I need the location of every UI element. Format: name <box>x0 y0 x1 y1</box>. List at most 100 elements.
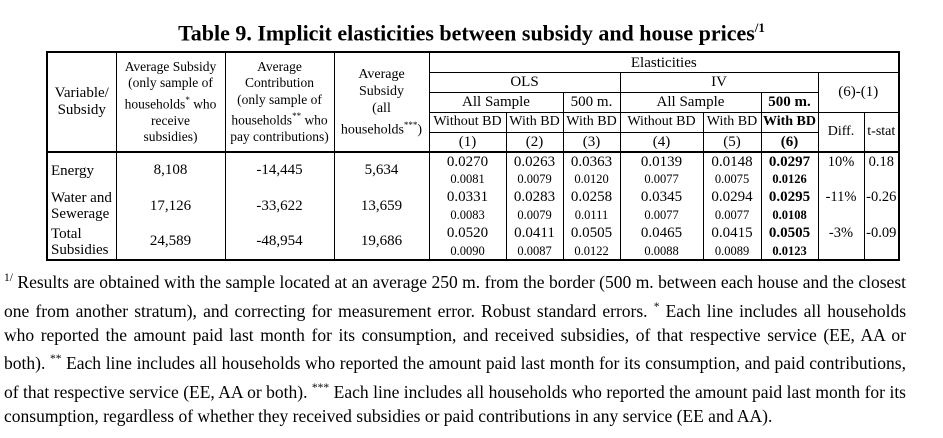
coef-cell: 0.0295 <box>760 188 819 208</box>
table-row-energy-se: 0.0081 0.0079 0.0120 0.0077 0.0075 0.012… <box>47 171 899 189</box>
coef-cell: 0.0270 <box>428 152 507 172</box>
table-title: Table 9. Implicit elasticities between s… <box>20 15 923 46</box>
avg-subsidy-all-cell: 19,686 <box>333 224 430 261</box>
header-all-sample-iv: All Sample <box>619 91 762 113</box>
table-title-footnote-ref: /1 <box>754 20 765 35</box>
avg-subsidy-cell: 8,108 <box>115 152 226 189</box>
avg-subsidy-all-cell: 5,634 <box>333 152 430 189</box>
footnote-marker-double-star: ** <box>49 353 62 366</box>
se-cell: 0.0079 <box>505 207 564 225</box>
header-line: households <box>340 122 404 138</box>
coef-cell: 0.0297 <box>760 152 819 172</box>
header-500m-iv: 500 m. <box>760 91 819 113</box>
se-cell: 0.0075 <box>702 171 762 189</box>
se-cell: 0.0122 <box>562 243 621 261</box>
header-row-1: Variable/Subsidy Average Subsidy (only sa… <box>46 51 900 153</box>
avg-contribution-cell: -48,954 <box>224 224 335 261</box>
coef-cell: 0.0148 <box>702 152 762 172</box>
header-row-2: OLS IV (6)-(1) <box>47 71 900 113</box>
avg-subsidy-all-cell: 13,659 <box>333 188 430 225</box>
tstat-cell: -0.26 <box>863 188 900 225</box>
se-cell: 0.0077 <box>619 171 704 189</box>
avg-subsidy-cell: 24,589 <box>115 224 226 261</box>
header-col-num-1: (1) <box>428 131 507 153</box>
se-cell: 0.0090 <box>428 243 507 261</box>
se-cell: 0.0120 <box>562 171 621 189</box>
footnote-marker-triple-star: *** <box>311 381 330 394</box>
footnote-marker-star: * <box>653 300 660 313</box>
header-row-4: Without BD With BD With BD Without BD Wi… <box>47 111 900 153</box>
se-cell: 0.0077 <box>702 207 762 225</box>
tstat-cell: 0.18 <box>863 152 900 189</box>
header-avg-subsidy-receive: Average Subsidy (only sample of households… <box>115 51 226 153</box>
diff-cell: -11% <box>817 188 865 225</box>
table-row-energy: Energy 8,108 -14,445 5,634 0.0270 0.0263… <box>46 152 900 189</box>
table-row-water-sewerage: Water and Sewerage 17,126 -33,622 13,659… <box>46 188 900 225</box>
coef-cell: 0.0505 <box>562 224 621 244</box>
coef-cell: 0.0505 <box>760 224 819 244</box>
coef-cell: 0.0283 <box>505 188 564 208</box>
diff-cell: -3% <box>817 224 865 261</box>
header-row-5: (1) (2) (3) (4) (5) (6) <box>47 131 899 153</box>
header-without-bd-1: Without BD <box>428 111 507 133</box>
header-line: (all <box>372 101 391 116</box>
se-cell: 0.0081 <box>428 171 507 189</box>
header-line: Average <box>257 58 302 74</box>
se-cell: 0.0077 <box>619 207 704 225</box>
header-line: Average Subsidy <box>124 58 217 74</box>
asterisk-superscript: ** <box>292 111 302 122</box>
footnote-text-3: Each line includes all households who re… <box>4 353 906 402</box>
header-line: Contribution <box>244 75 314 91</box>
coef-cell: 0.0258 <box>562 188 621 208</box>
header-diff-6-1: (6)-(1) <box>817 71 900 113</box>
asterisk-superscript: *** <box>403 120 418 130</box>
header-line: (only sample of <box>237 91 322 107</box>
header-all-sample-ols: All Sample <box>428 91 564 113</box>
avg-subsidy-cell: 17,126 <box>115 188 226 225</box>
se-cell: 0.0088 <box>619 243 704 261</box>
se-cell: 0.0111 <box>562 207 621 225</box>
se-cell: 0.0089 <box>702 243 762 261</box>
header-line: who <box>301 112 328 128</box>
coef-cell: 0.0411 <box>505 224 564 244</box>
header-without-bd-4: Without BD <box>619 111 704 133</box>
header-variable-subsidy: Variable/Subsidy <box>46 51 117 153</box>
header-row-3: All Sample 500 m. All Sample 500 m. <box>47 91 899 113</box>
coef-cell: 0.0520 <box>428 224 507 244</box>
header-line: households <box>124 96 186 112</box>
header-line: subsidies) <box>143 129 198 145</box>
header-iv: IV <box>619 71 819 93</box>
header-line: who <box>189 96 217 112</box>
coef-cell: 0.0331 <box>428 188 507 208</box>
row-label-total-subsidies: Total Subsidies <box>46 224 117 261</box>
header-col-num-5: (5) <box>702 131 762 153</box>
footnote-text-4: Each line includes all households who re… <box>4 381 906 427</box>
footnote: 1/ Results are obtained with the sample … <box>4 266 906 428</box>
se-cell: 0.0087 <box>505 243 564 261</box>
footnote-text-1: Results are obtained with the sample loc… <box>4 272 906 321</box>
row-label-water-sewerage: Water and Sewerage <box>46 188 117 225</box>
table-row-water-sewerage-se: 0.0083 0.0079 0.0111 0.0077 0.0077 0.010… <box>47 207 899 225</box>
se-cell: 0.0123 <box>760 243 819 261</box>
coef-cell: 0.0263 <box>505 152 564 172</box>
coef-cell: 0.0415 <box>702 224 762 244</box>
header-line: pay contributions) <box>230 129 329 145</box>
header-line: Subsidy <box>57 102 106 119</box>
se-cell: 0.0083 <box>428 207 507 225</box>
header-line: (only sample of <box>128 75 213 91</box>
header-elasticities: Elasticities <box>428 51 900 73</box>
header-with-bd-5: With BD <box>702 111 762 133</box>
header-col-num-6: (6) <box>760 131 819 153</box>
header-col-num-4: (4) <box>619 131 704 153</box>
header-with-bd-2: With BD <box>505 111 564 133</box>
se-cell: 0.0079 <box>505 171 564 189</box>
table-row-total-subsidies-se: 0.0090 0.0087 0.0122 0.0088 0.0089 0.012… <box>47 243 899 261</box>
header-ols: OLS <box>428 71 621 93</box>
avg-contribution-cell: -14,445 <box>224 152 335 189</box>
coef-cell: 0.0465 <box>619 224 704 244</box>
header-line: Subsidy <box>358 84 405 99</box>
se-cell: 0.0126 <box>760 171 819 189</box>
tstat-cell: -0.09 <box>863 224 900 261</box>
elasticities-table: Variable/Subsidy Average Subsidy (only sa… <box>46 51 901 262</box>
header-diff: Diff. <box>817 111 865 153</box>
